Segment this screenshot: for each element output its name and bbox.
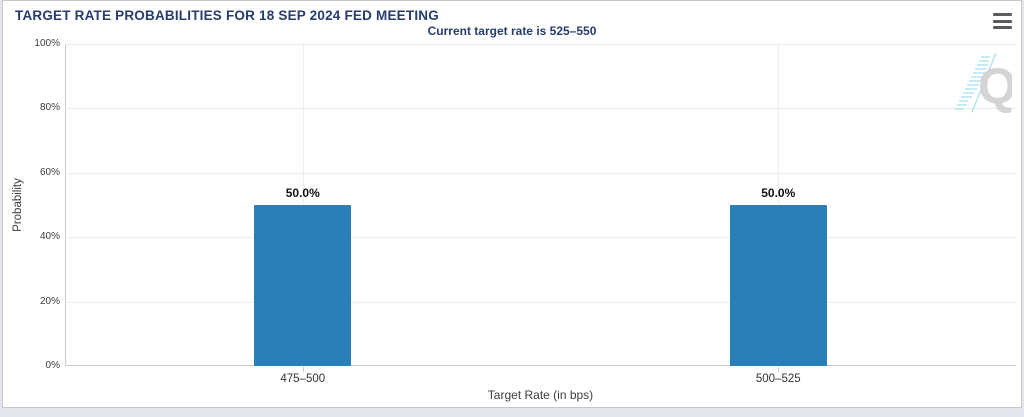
y-tick-label-20: 20% bbox=[39, 295, 60, 307]
x-axis-title: Target Rate (in bps) bbox=[487, 388, 594, 402]
x-category-label-1: 475–500 bbox=[280, 373, 326, 385]
y-tick-label-60: 60% bbox=[39, 166, 60, 178]
hamburger-menu-icon[interactable] bbox=[993, 13, 1012, 29]
x-tick-1 bbox=[302, 367, 304, 372]
chart-subtitle-current-rate: Current target rate is 525–550 bbox=[427, 24, 597, 38]
x-category-label-2: 500–525 bbox=[755, 373, 801, 385]
probability-bar-475–500[interactable] bbox=[254, 205, 352, 366]
y-tick-label-0: 0% bbox=[45, 360, 60, 371]
probability-bar-chart: Probability Target Rate (in bps) 100% 80%… bbox=[3, 1, 1021, 407]
y-gridline-40 bbox=[65, 237, 1016, 239]
panel-title: TARGET RATE PROBABILITIES FOR 18 SEP 202… bbox=[15, 8, 439, 23]
y-gridline-20 bbox=[65, 301, 1016, 303]
fedwatch-probability-panel: TARGET RATE PROBABILITIES FOR 18 SEP 202… bbox=[2, 0, 1022, 408]
y-axis-title: Probability bbox=[12, 178, 24, 232]
watermark-letter: Q bbox=[978, 58, 1012, 113]
y-tick-label-40: 40% bbox=[39, 231, 60, 243]
q-logo-watermark: Q bbox=[955, 52, 1012, 113]
bar-value-label-1: 50.0% bbox=[285, 186, 320, 200]
bar-value-label-2: 50.0% bbox=[761, 186, 796, 200]
y-tick-label-100: 100% bbox=[34, 38, 60, 49]
y-gridline-60 bbox=[65, 172, 1016, 174]
probability-bar-500–525[interactable] bbox=[729, 205, 827, 366]
plot-area bbox=[65, 44, 1016, 366]
y-tick-label-80: 80% bbox=[39, 102, 60, 114]
y-gridline-100 bbox=[65, 44, 1016, 45]
y-gridline-80 bbox=[65, 108, 1016, 110]
x-tick-2 bbox=[778, 367, 780, 372]
